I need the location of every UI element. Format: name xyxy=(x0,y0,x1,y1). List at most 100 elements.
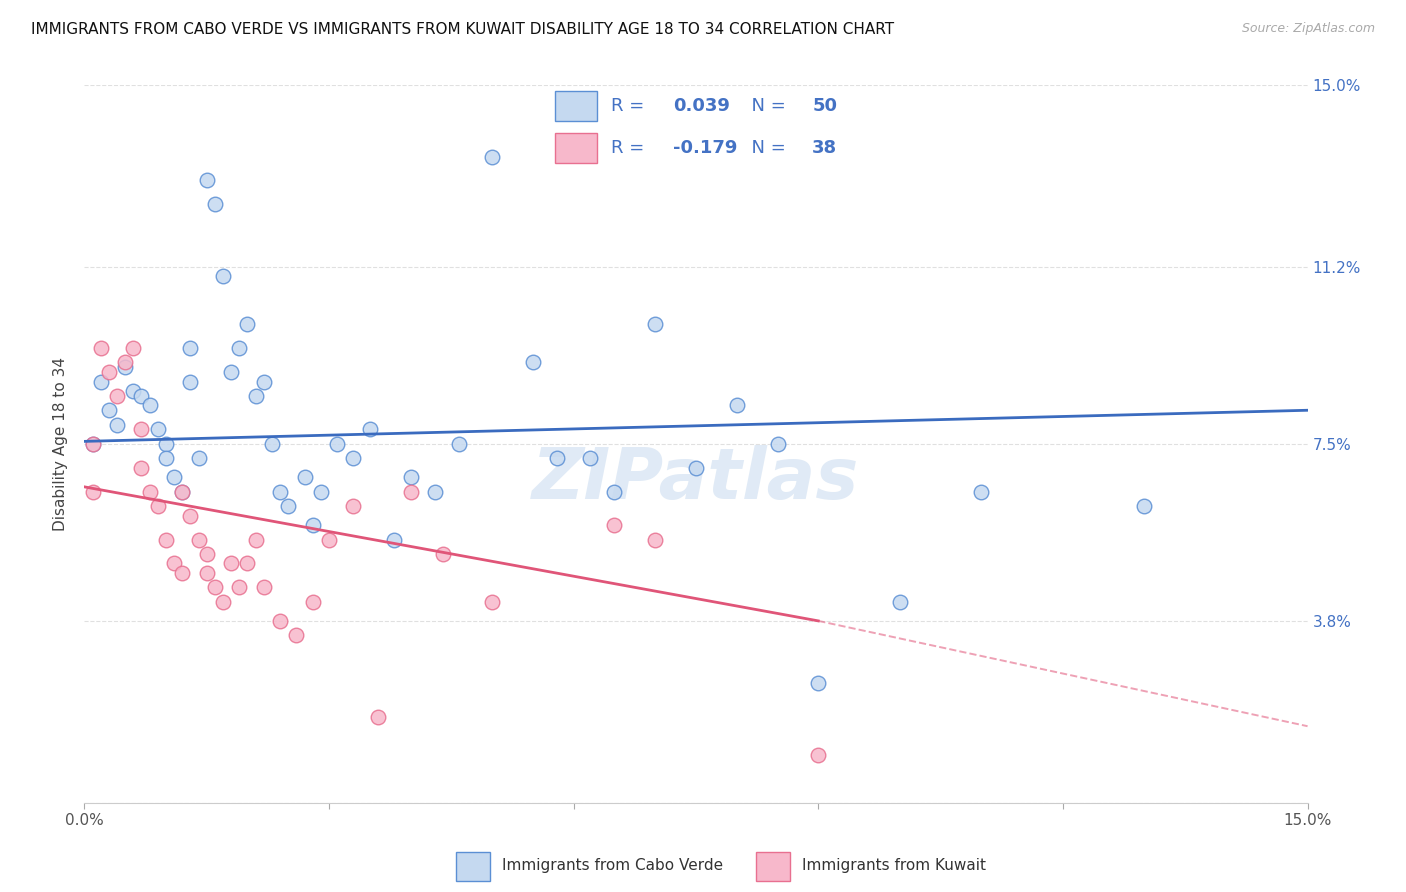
FancyBboxPatch shape xyxy=(456,852,489,881)
Point xyxy=(97,403,120,417)
Point xyxy=(236,557,259,571)
Point xyxy=(228,581,250,595)
Point xyxy=(807,676,830,690)
Point xyxy=(522,355,544,369)
Point xyxy=(163,470,186,484)
Point xyxy=(155,436,177,450)
Point xyxy=(579,451,602,466)
Point xyxy=(146,499,169,513)
Text: Immigrants from Cabo Verde: Immigrants from Cabo Verde xyxy=(502,858,723,872)
Point xyxy=(131,389,153,403)
Point xyxy=(114,360,136,375)
Point xyxy=(603,484,626,499)
Point xyxy=(603,518,626,533)
Point xyxy=(179,375,201,389)
Text: Source: ZipAtlas.com: Source: ZipAtlas.com xyxy=(1241,22,1375,36)
Point xyxy=(204,581,226,595)
Point xyxy=(253,375,276,389)
Point xyxy=(889,595,911,609)
Text: N =: N = xyxy=(740,139,792,157)
Text: 38: 38 xyxy=(813,139,838,157)
Point xyxy=(90,341,112,355)
Point xyxy=(82,484,104,499)
Text: R =: R = xyxy=(610,139,650,157)
Point xyxy=(432,547,454,561)
Point xyxy=(228,341,250,355)
Point xyxy=(97,365,120,379)
FancyBboxPatch shape xyxy=(554,133,598,162)
Text: ZIPatlas: ZIPatlas xyxy=(533,445,859,514)
Point xyxy=(138,484,160,499)
Point xyxy=(179,341,201,355)
Point xyxy=(481,595,503,609)
Point xyxy=(187,451,209,466)
Text: N =: N = xyxy=(740,96,792,114)
Point xyxy=(342,451,364,466)
Point xyxy=(269,614,291,628)
Point xyxy=(725,399,748,413)
Text: R =: R = xyxy=(610,96,650,114)
Point xyxy=(187,533,209,547)
Point xyxy=(179,508,201,523)
Point xyxy=(146,422,169,436)
Text: Immigrants from Kuwait: Immigrants from Kuwait xyxy=(801,858,986,872)
Point xyxy=(766,436,789,450)
Text: IMMIGRANTS FROM CABO VERDE VS IMMIGRANTS FROM KUWAIT DISABILITY AGE 18 TO 34 COR: IMMIGRANTS FROM CABO VERDE VS IMMIGRANTS… xyxy=(31,22,894,37)
Point xyxy=(423,484,446,499)
Point xyxy=(481,149,503,164)
Point xyxy=(155,533,177,547)
Point xyxy=(138,399,160,413)
Point xyxy=(449,436,471,450)
Text: -0.179: -0.179 xyxy=(673,139,738,157)
Point xyxy=(155,451,177,466)
Point xyxy=(236,317,259,331)
Point xyxy=(195,566,218,580)
Point xyxy=(644,533,666,547)
Y-axis label: Disability Age 18 to 34: Disability Age 18 to 34 xyxy=(53,357,69,531)
Point xyxy=(245,533,267,547)
Point xyxy=(309,484,332,499)
Point xyxy=(114,355,136,369)
Point xyxy=(212,269,235,284)
Point xyxy=(122,384,145,398)
Point xyxy=(172,484,194,499)
Point xyxy=(253,581,276,595)
Point xyxy=(359,422,381,436)
Point xyxy=(219,365,242,379)
Point xyxy=(204,197,226,211)
Point xyxy=(277,499,299,513)
Point xyxy=(285,628,308,642)
Point xyxy=(301,518,323,533)
Point xyxy=(367,709,389,723)
Point xyxy=(105,417,128,432)
Point xyxy=(382,533,405,547)
Point xyxy=(131,422,153,436)
FancyBboxPatch shape xyxy=(755,852,790,881)
Point xyxy=(105,389,128,403)
Text: 0.039: 0.039 xyxy=(673,96,730,114)
Point xyxy=(970,484,993,499)
Point xyxy=(269,484,291,499)
Point xyxy=(342,499,364,513)
Point xyxy=(326,436,349,450)
Point xyxy=(399,470,422,484)
Point xyxy=(1133,499,1156,513)
Text: 50: 50 xyxy=(813,96,837,114)
Point xyxy=(90,375,112,389)
Point xyxy=(260,436,283,450)
Point xyxy=(685,460,707,475)
Point xyxy=(122,341,145,355)
Point xyxy=(399,484,422,499)
Point xyxy=(195,173,218,187)
Point xyxy=(212,595,235,609)
Point xyxy=(318,533,340,547)
Point xyxy=(807,747,830,762)
Point xyxy=(172,566,194,580)
Point xyxy=(195,547,218,561)
Point xyxy=(245,389,267,403)
Point xyxy=(131,460,153,475)
Point xyxy=(82,436,104,450)
Point xyxy=(546,451,568,466)
Point xyxy=(219,557,242,571)
Point xyxy=(163,557,186,571)
